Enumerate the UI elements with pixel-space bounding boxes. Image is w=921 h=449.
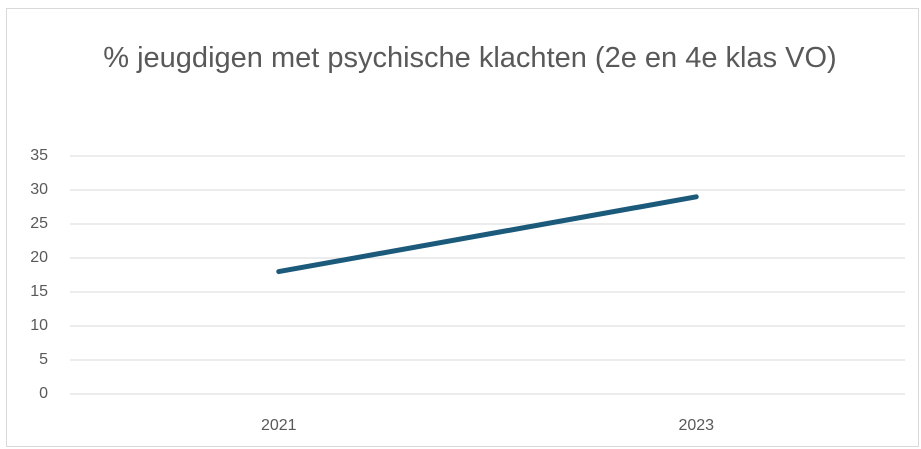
data-line [276,194,699,275]
x-tick-label: 2021 [261,417,297,434]
x-tick-label: 2023 [678,417,714,434]
y-tick-label: 25 [30,215,48,232]
y-tick-label: 5 [39,351,48,368]
y-tick-label: 35 [30,147,48,164]
y-tick-label: 20 [30,249,48,266]
chart-title: % jeugdigen met psychische klachten (2e … [103,42,837,74]
y-tick-label: 30 [30,181,48,198]
y-tick-label: 10 [30,317,48,334]
y-tick-label: 0 [39,385,48,402]
y-tick-label: 15 [30,283,48,300]
chart-frame [6,8,919,447]
